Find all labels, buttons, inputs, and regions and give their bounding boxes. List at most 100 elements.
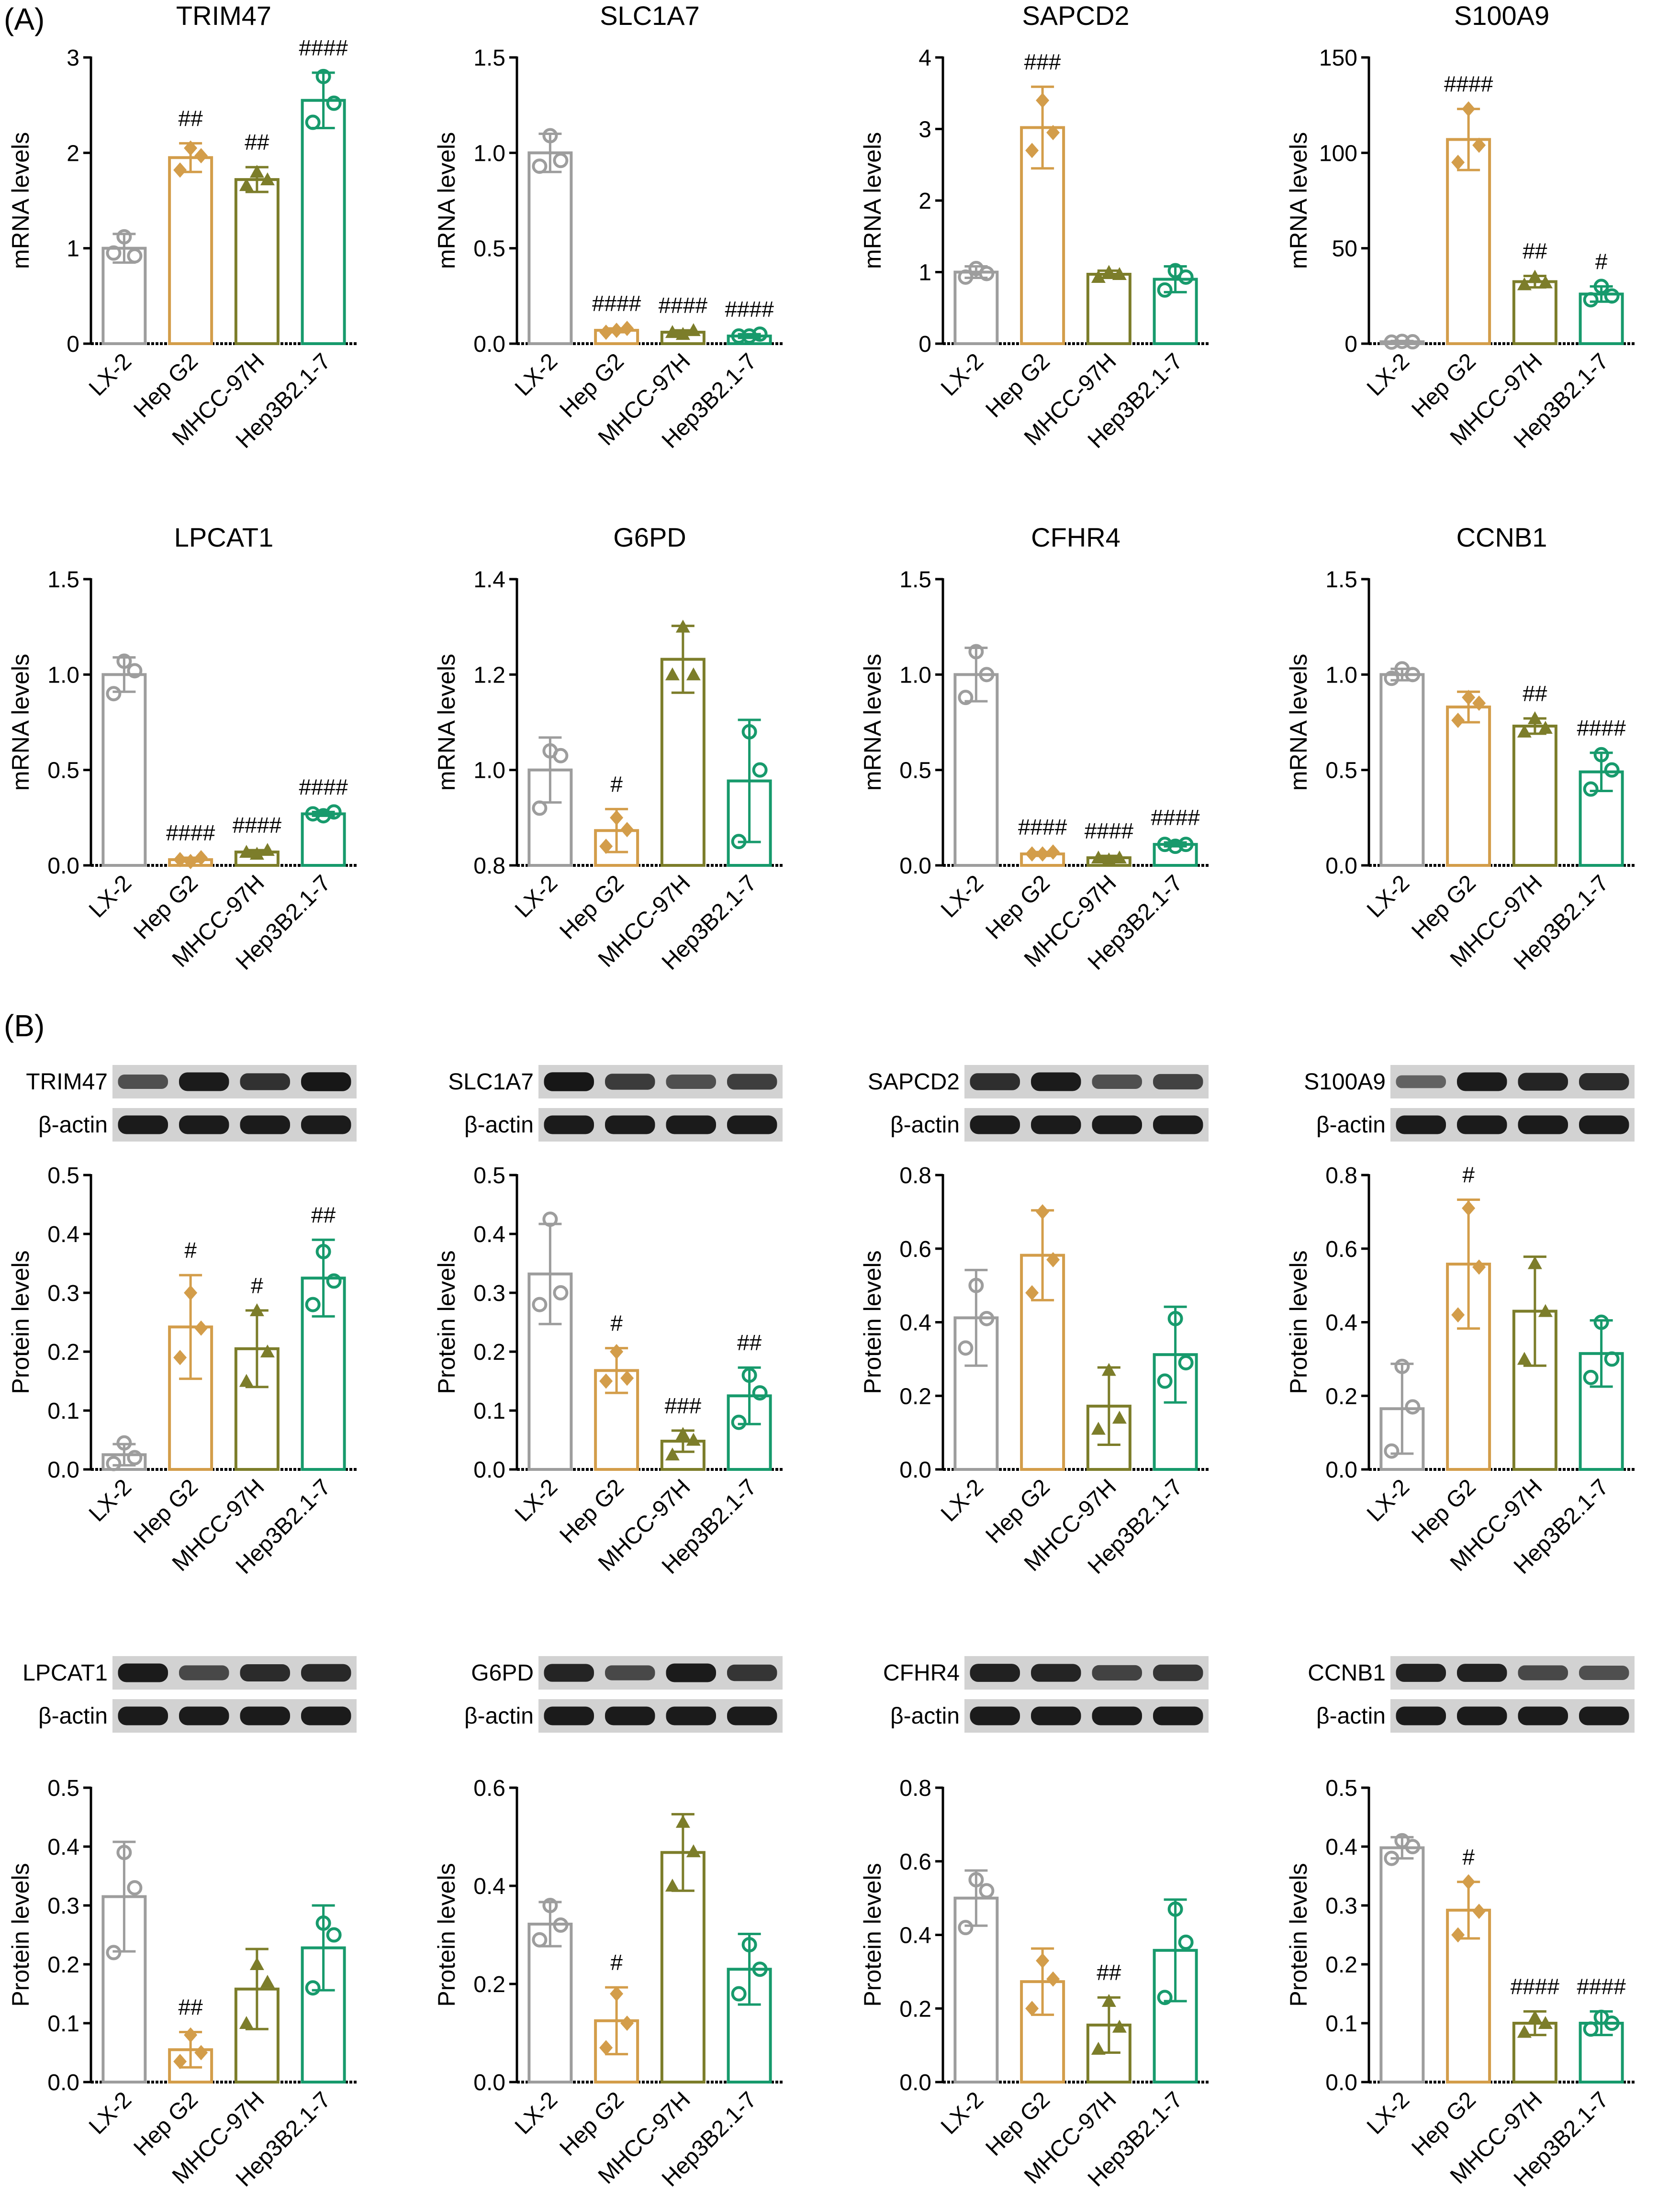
x-tick-label-a-sapcd2-lx-2: LX-2	[936, 348, 988, 401]
data-point-a-sapcd2-lx-2-1	[958, 269, 974, 285]
data-point-b-s100a9-lx-2-0	[1394, 1358, 1410, 1374]
data-point-b-trim47-lx-2-1	[106, 1456, 122, 1471]
y-tick-label-b-s100a9-2: 0.4	[1325, 1311, 1357, 1336]
bar-a-lpcat1-lx-2	[101, 673, 147, 867]
data-point-a-trim47-hep-g2-0	[184, 140, 198, 156]
y-tick-label-a-ccnb1-0: 0.0	[1325, 853, 1357, 879]
data-point-b-s100a9-mhcc-97h-0	[1527, 1256, 1542, 1269]
significance-b-lpcat1-hep-g2: ##	[179, 1994, 203, 2019]
data-point-b-ccnb1-hep3b2-1-7-1	[1583, 2021, 1599, 2037]
data-point-b-cfhr4-mhcc-97h-2	[1112, 2019, 1127, 2033]
data-point-a-sapcd2-hep-g2-2	[1046, 124, 1060, 140]
data-point-b-cfhr4-hep3b2-1-7-0	[1167, 1901, 1183, 1917]
significance-b-slc1a7-hep-g2: #	[610, 1311, 623, 1336]
blot-b-slc1a7-actin-band-hep-g2	[605, 1115, 655, 1134]
significance-b-slc1a7-mhcc-97h: ###	[665, 1393, 702, 1418]
y-tick-label-b-slc1a7-2: 0.2	[473, 1340, 505, 1365]
y-tick-label-b-s100a9-4: 0.8	[1325, 1163, 1357, 1188]
data-point-b-ccnb1-hep-g2-0	[1462, 1874, 1476, 1890]
blot-b-ccnb1-actin-band-hep-g2	[1456, 1706, 1507, 1725]
data-point-a-slc1a7-lx-2-1	[532, 158, 548, 174]
data-point-b-sapcd2-hep-g2-1	[1025, 1285, 1039, 1300]
data-point-b-trim47-hep3b2-1-7-1	[305, 1297, 321, 1312]
y-tick-label-b-trim47-4: 0.4	[47, 1222, 79, 1247]
data-point-b-lpcat1-lx-2-2	[127, 1880, 143, 1896]
blot-b-trim47-target-band-hep3b2-1-7	[301, 1072, 351, 1091]
y-tick-label-a-lpcat1-2: 1.0	[47, 662, 79, 688]
y-tick-label-b-lpcat1-4: 0.4	[47, 1835, 79, 1860]
data-point-a-cfhr4-hep-g2-0	[1036, 846, 1050, 862]
data-point-a-lpcat1-mhcc-97h-1	[239, 845, 254, 858]
data-point-b-sapcd2-mhcc-97h-0	[1101, 1363, 1116, 1376]
data-point-a-trim47-lx-2-0	[116, 229, 132, 245]
data-point-b-lpcat1-lx-2-1	[106, 1945, 122, 1961]
data-point-a-g6pd-mhcc-97h-1	[665, 667, 680, 681]
blot-b-trim47-actin-band-mhcc-97h	[240, 1115, 291, 1134]
y-axis-label-a-g6pd: mRNA levels	[433, 654, 460, 791]
y-tick-label-a-slc1a7-2: 1.0	[473, 141, 505, 166]
y-tick-label-b-cfhr4-4: 0.8	[899, 1776, 931, 1801]
data-point-b-ccnb1-hep-g2-1	[1451, 1927, 1465, 1943]
data-point-a-lpcat1-hep3b2-1-7-2	[326, 804, 342, 820]
y-axis-label-a-ccnb1: mRNA levels	[1285, 654, 1312, 791]
blot-b-lpcat1-actin-label: β-actin	[38, 1703, 108, 1729]
significance-b-trim47-mhcc-97h: #	[251, 1273, 263, 1298]
data-point-a-s100a9-mhcc-97h-1	[1517, 277, 1532, 291]
blot-b-g6pd-target-band-hep-g2	[605, 1665, 655, 1680]
blot-b-ccnb1-actin-label: β-actin	[1316, 1703, 1386, 1729]
data-point-a-lpcat1-lx-2-2	[127, 663, 143, 679]
y-tick-label-a-trim47-3: 3	[67, 45, 79, 71]
data-point-b-slc1a7-hep3b2-1-7-0	[741, 1367, 757, 1383]
data-point-b-slc1a7-lx-2-1	[532, 1297, 548, 1312]
x-tick-label-b-s100a9-lx-2: LX-2	[1362, 1474, 1414, 1526]
y-tick-label-b-cfhr4-0: 0.0	[899, 2070, 931, 2095]
x-tick-label-a-trim47-lx-2: LX-2	[84, 348, 136, 401]
y-tick-label-b-slc1a7-0: 0.0	[473, 1457, 505, 1483]
data-point-a-lpcat1-mhcc-97h-2	[260, 843, 275, 856]
blot-b-g6pd-target-band-hep3b2-1-7	[727, 1664, 777, 1681]
y-tick-label-a-g6pd-3: 1.4	[473, 567, 505, 593]
y-tick-label-b-g6pd-0: 0.0	[473, 2070, 505, 2095]
data-point-a-ccnb1-mhcc-97h-1	[1517, 724, 1532, 738]
blot-b-cfhr4-target-band-hep-g2	[1030, 1664, 1081, 1682]
data-point-a-sapcd2-hep-g2-0	[1036, 92, 1050, 108]
data-point-a-s100a9-lx-2-1	[1384, 334, 1400, 350]
blot-b-s100a9-actin-label: β-actin	[1316, 1112, 1386, 1138]
data-point-a-ccnb1-hep-g2-2	[1472, 695, 1486, 711]
blot-b-lpcat1-actin-band-mhcc-97h	[240, 1706, 291, 1725]
chart-title-a-lpcat1: LPCAT1	[174, 522, 273, 552]
blot-b-trim47-actin-label: β-actin	[38, 1112, 108, 1138]
significance-b-cfhr4-mhcc-97h: ##	[1097, 1960, 1121, 1985]
data-point-a-slc1a7-hep-g2-1	[599, 325, 613, 340]
data-point-b-lpcat1-mhcc-97h-0	[249, 1957, 264, 1970]
data-point-b-cfhr4-mhcc-97h-0	[1101, 1994, 1116, 2007]
blot-b-cfhr4-target-band-lx-2	[970, 1664, 1020, 1682]
y-axis-label-b-cfhr4: Protein levels	[859, 1863, 886, 2006]
y-tick-label-a-lpcat1-3: 1.5	[47, 567, 79, 593]
chart-title-a-cfhr4: CFHR4	[1031, 522, 1120, 552]
blot-b-slc1a7-target-band-mhcc-97h	[666, 1074, 717, 1089]
data-point-a-lpcat1-lx-2-0	[116, 653, 132, 669]
bar-a-ccnb1-mhcc-97h	[1512, 724, 1557, 867]
data-point-b-slc1a7-mhcc-97h-1	[665, 1447, 680, 1461]
y-tick-label-b-cfhr4-3: 0.6	[899, 1849, 931, 1875]
y-tick-label-b-slc1a7-3: 0.3	[473, 1281, 505, 1306]
data-point-b-sapcd2-hep3b2-1-7-0	[1167, 1311, 1183, 1326]
blot-b-sapcd2-target-band-mhcc-97h	[1092, 1074, 1142, 1089]
blot-b-ccnb1-actin-band-hep3b2-1-7	[1579, 1706, 1629, 1725]
significance-a-slc1a7-mhcc-97h: ####	[659, 293, 708, 318]
y-tick-label-a-cfhr4-2: 1.0	[899, 662, 931, 688]
data-point-b-g6pd-lx-2-0	[542, 1898, 558, 1913]
data-point-b-sapcd2-lx-2-0	[968, 1277, 984, 1293]
x-tick-label-b-cfhr4-lx-2: LX-2	[936, 2087, 988, 2139]
data-point-b-lpcat1-lx-2-0	[116, 1845, 132, 1860]
data-point-b-g6pd-mhcc-97h-2	[686, 1844, 701, 1858]
data-point-a-lpcat1-lx-2-1	[106, 686, 122, 702]
data-point-a-slc1a7-mhcc-97h-0	[675, 327, 690, 340]
data-point-a-s100a9-hep-g2-2	[1472, 137, 1486, 153]
blot-b-trim47-actin-band-hep-g2	[179, 1115, 229, 1134]
blot-b-sapcd2-target-band-lx-2	[970, 1073, 1020, 1090]
data-point-b-g6pd-hep3b2-1-7-1	[731, 1986, 747, 2002]
data-point-b-trim47-mhcc-97h-1	[239, 1374, 254, 1387]
significance-a-trim47-mhcc-97h: ##	[245, 130, 269, 155]
